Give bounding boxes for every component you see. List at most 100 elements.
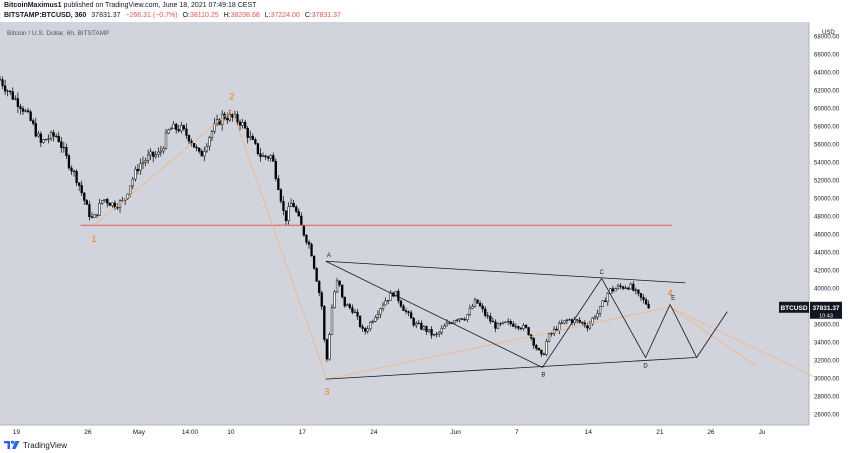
candle-body — [453, 320, 456, 324]
y-tick-label: 44000.00 — [814, 251, 840, 257]
candle-body — [146, 154, 150, 161]
candle-body — [430, 329, 433, 336]
wave-projection-line[interactable] — [669, 306, 814, 377]
candle-body — [547, 333, 551, 342]
candle-body — [550, 333, 553, 335]
candle-body — [627, 287, 630, 290]
candle-body — [9, 90, 12, 93]
low-value: 37224.00 — [270, 12, 300, 19]
candle-body — [364, 328, 367, 332]
y-tick-label: 30000.00 — [814, 377, 840, 383]
symbol-legend: BITSTAMP:BTCUSD, 360 37831.37 −266.31 (−… — [4, 12, 341, 19]
candle-body — [169, 128, 173, 131]
candle-body — [486, 315, 489, 317]
candle-body — [287, 206, 290, 221]
close-value: 37831.37 — [311, 12, 341, 19]
candle-body — [34, 123, 37, 137]
candle-body — [481, 305, 484, 310]
candle-body — [152, 151, 155, 157]
candle-body — [24, 110, 27, 112]
candle-body — [463, 319, 466, 321]
candle-body — [320, 292, 323, 307]
candle-body — [106, 199, 109, 204]
candle-body — [134, 168, 137, 180]
candle-body — [187, 135, 191, 142]
candle-body — [256, 143, 260, 154]
price-axis[interactable] — [809, 22, 850, 437]
candle-body — [578, 319, 581, 323]
candle-body — [558, 322, 561, 331]
candle-body — [512, 323, 515, 327]
publish-info: BitcoinMaximus1 published on TradingView… — [4, 2, 256, 9]
candle-body — [203, 150, 206, 157]
candle-body — [162, 148, 165, 152]
candle-body — [346, 304, 349, 307]
candle-body — [95, 214, 99, 216]
candle-body — [374, 317, 377, 322]
x-tick-label: 26 — [84, 429, 92, 436]
footer-brand[interactable]: TradingView — [23, 440, 68, 450]
candle-body — [90, 216, 94, 218]
plot-area[interactable] — [0, 22, 809, 425]
candle-body — [312, 255, 316, 269]
candle-body — [88, 204, 91, 218]
author-name[interactable]: BitcoinMaximus1 — [4, 2, 62, 9]
candle-body — [325, 339, 329, 360]
price-chart[interactable]: Bitcoin / U.S. Dollar, 6h, BITSTAMP26000… — [0, 22, 850, 437]
candle-body — [341, 284, 344, 298]
y-tick-label: 64000.00 — [814, 71, 840, 77]
x-tick-label: Ju — [759, 429, 766, 436]
candle-body — [85, 200, 88, 205]
high-value: 38208.68 — [230, 12, 260, 19]
candle-body — [376, 313, 380, 318]
pattern-point-label: E — [671, 295, 675, 301]
candle-body — [427, 329, 431, 332]
pattern-point-label: B — [541, 373, 545, 379]
candle-body — [241, 121, 244, 126]
candle-body — [180, 125, 183, 132]
candle-body — [208, 137, 211, 147]
x-tick-label: May — [133, 429, 146, 436]
candle-body — [129, 185, 132, 195]
candle-body — [514, 326, 517, 328]
y-tick-label: 42000.00 — [814, 269, 840, 275]
candle-body — [149, 151, 152, 156]
abcde-path[interactable] — [325, 260, 671, 368]
candle-body — [389, 292, 392, 301]
candle-body — [154, 154, 157, 157]
candle-body — [369, 321, 372, 330]
triangle-upper-trendline[interactable] — [325, 260, 686, 284]
candle-body — [343, 296, 346, 307]
candle-body — [16, 98, 20, 107]
candle-body — [65, 147, 68, 156]
candle-body — [295, 206, 298, 212]
candle-body — [422, 326, 426, 330]
candle-body — [565, 319, 569, 321]
candle-body — [468, 308, 472, 315]
candle-body — [282, 201, 285, 211]
y-tick-label: 66000.00 — [814, 53, 840, 59]
candle-body — [80, 185, 83, 194]
candle-body — [37, 133, 40, 137]
triangle-lower-trendline[interactable] — [325, 357, 696, 380]
candle-body — [560, 322, 563, 324]
candle-body — [420, 322, 423, 330]
candle-body — [527, 327, 530, 336]
candle-body — [371, 321, 374, 323]
x-tick-label: 7 — [515, 429, 519, 436]
candle-body — [98, 203, 101, 216]
pattern-point-label: D — [643, 364, 648, 370]
abcde-projection[interactable] — [669, 304, 728, 359]
candle-body — [266, 156, 270, 159]
wave-label: 4 — [668, 288, 673, 298]
candle-body — [639, 293, 643, 298]
candle-body — [3, 85, 7, 92]
candle-body — [300, 215, 303, 226]
candle-body — [409, 312, 413, 319]
candle-body — [159, 150, 163, 153]
candle-body — [136, 168, 140, 172]
pattern-point-label: C — [599, 270, 604, 276]
candle-body — [629, 283, 632, 290]
candle-body — [100, 200, 104, 204]
y-tick-label: 36000.00 — [814, 323, 840, 329]
